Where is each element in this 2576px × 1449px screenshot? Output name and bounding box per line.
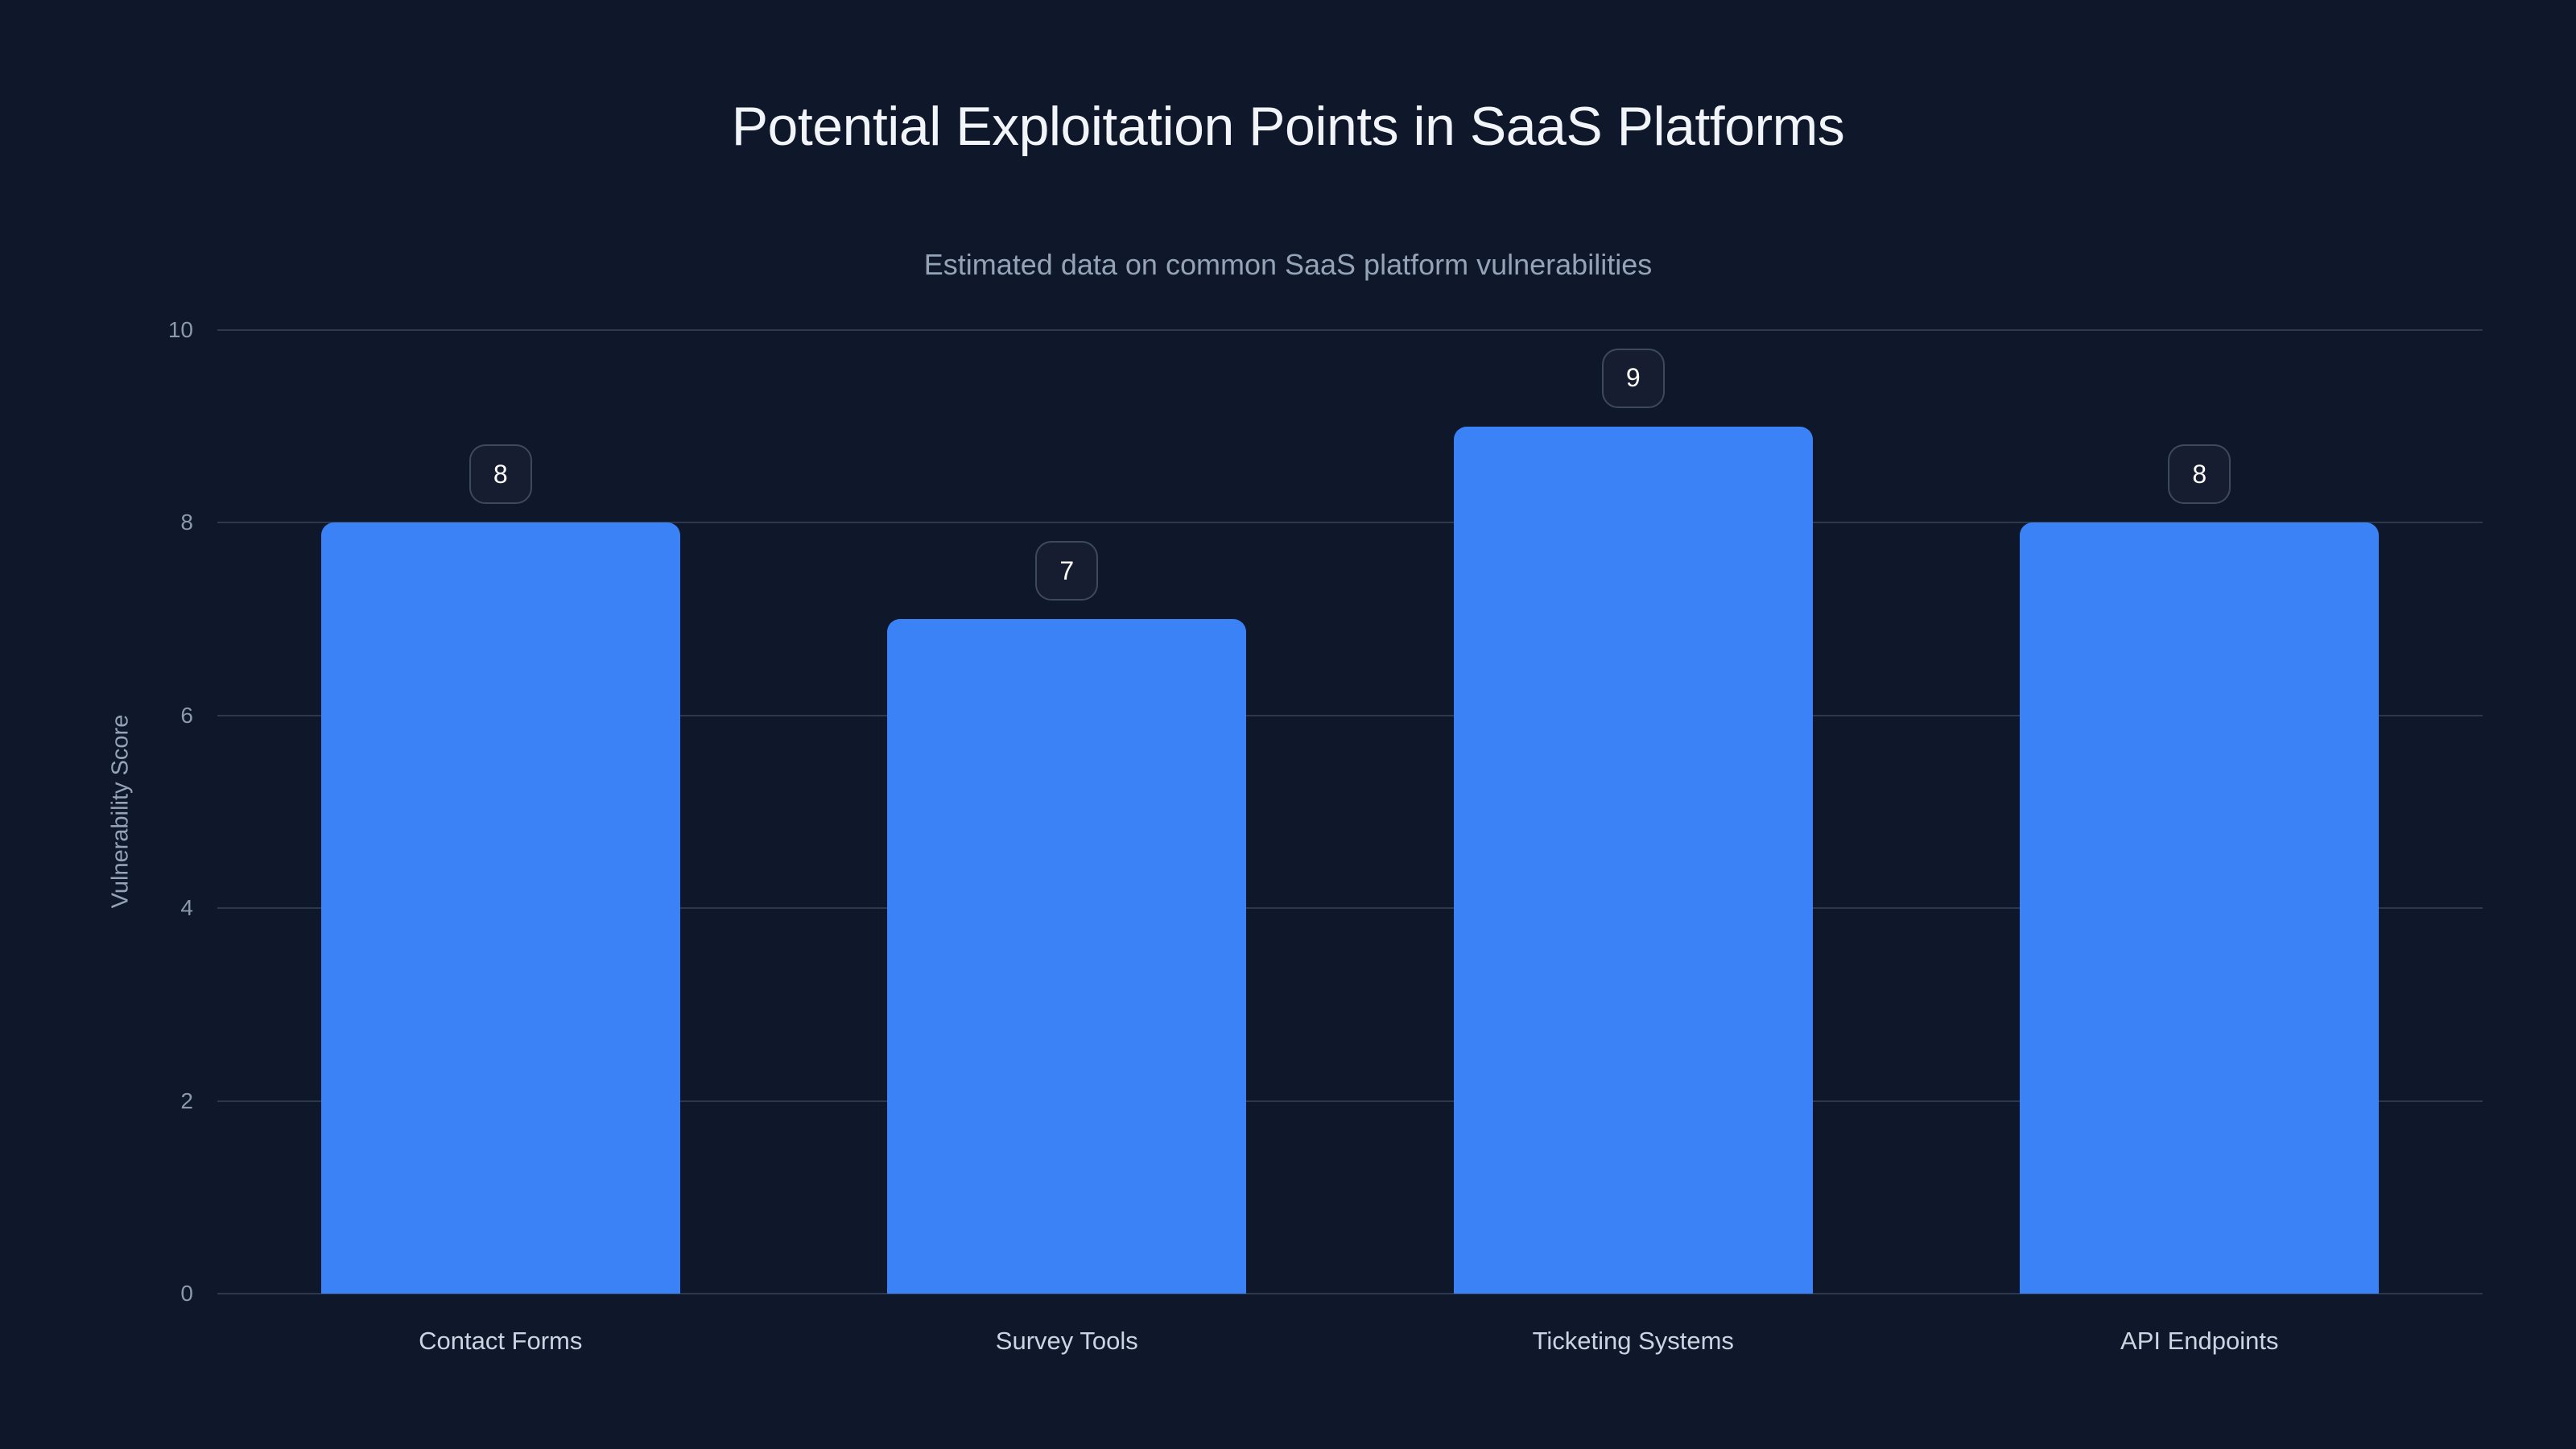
bar-survey-tools[interactable] (887, 619, 1247, 1294)
gridline-10 (217, 329, 2483, 331)
y-tick-label-4: 4 (180, 895, 193, 921)
gridline-8 (217, 522, 2483, 524)
value-badge-survey-tools: 7 (1035, 541, 1099, 601)
bar-ticketing-systems[interactable] (1453, 426, 1813, 1294)
chart-subtitle: Estimated data on common SaaS platform v… (923, 248, 1653, 281)
bar-contact-forms[interactable] (320, 522, 680, 1294)
value-badge-contact-forms: 8 (469, 444, 532, 505)
bar-api-endpoints[interactable] (2020, 522, 2380, 1294)
y-tick-label-8: 8 (180, 510, 193, 535)
value-badge-api-endpoints: 8 (2168, 444, 2231, 505)
y-axis-title: Vulnerability Score (107, 714, 134, 909)
value-badge-ticketing-systems: 9 (1601, 348, 1665, 408)
gridline-4 (217, 907, 2483, 910)
x-axis-label-api-endpoints: API Endpoints (2120, 1327, 2279, 1355)
x-axis-label-ticketing-systems: Ticketing Systems (1532, 1327, 1734, 1355)
y-tick-label-6: 6 (180, 702, 193, 728)
gridline-6 (217, 714, 2483, 716)
value-label-api-endpoints: 8 (2192, 459, 2207, 489)
x-axis-label-survey-tools: Survey Tools (995, 1327, 1138, 1355)
y-tick-label-2: 2 (180, 1088, 193, 1113)
chart-title: Potential Exploitation Points in SaaS Pl… (731, 96, 1845, 157)
gridline-2 (217, 1100, 2483, 1102)
value-label-ticketing-systems: 9 (1625, 363, 1641, 393)
value-label-contact-forms: 8 (493, 459, 508, 489)
value-label-survey-tools: 7 (1059, 555, 1075, 585)
y-tick-label-10: 10 (167, 317, 193, 342)
x-axis-label-contact-forms: Contact Forms (419, 1327, 583, 1355)
gridline-0 (217, 1293, 2483, 1294)
y-tick-label-0: 0 (180, 1281, 193, 1306)
